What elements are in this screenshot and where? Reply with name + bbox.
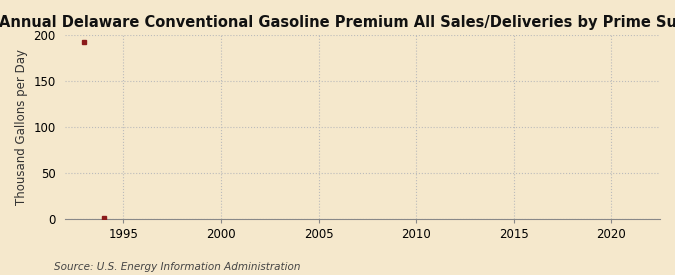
Text: Source: U.S. Energy Information Administration: Source: U.S. Energy Information Administ…: [54, 262, 300, 272]
Title: Annual Delaware Conventional Gasoline Premium All Sales/Deliveries by Prime Supp: Annual Delaware Conventional Gasoline Pr…: [0, 15, 675, 30]
Y-axis label: Thousand Gallons per Day: Thousand Gallons per Day: [15, 49, 28, 205]
